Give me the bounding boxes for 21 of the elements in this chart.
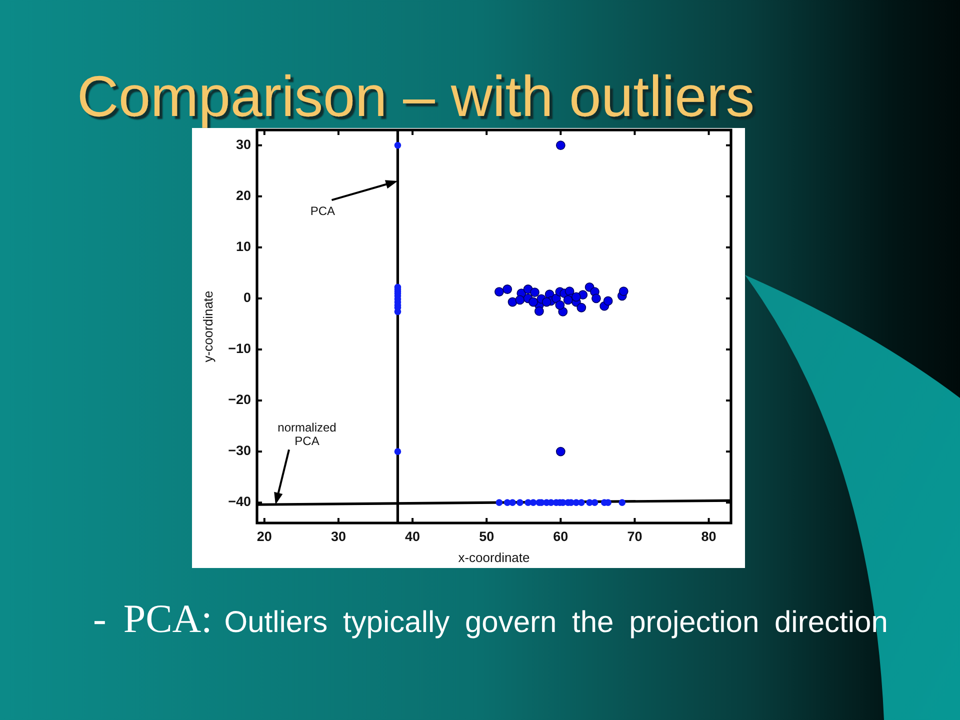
y-tick-label: 0 bbox=[243, 290, 251, 305]
chart-title: Comparison – with outliers bbox=[77, 65, 755, 129]
y-tick-label: −40 bbox=[228, 494, 251, 510]
x-tick-label: 30 bbox=[330, 529, 346, 544]
x-tick-label: 70 bbox=[627, 529, 642, 544]
y-tick-label: −10 bbox=[228, 341, 251, 356]
x-tick-label: 50 bbox=[479, 529, 494, 544]
annotation: normalized PCA bbox=[278, 420, 336, 448]
x-tick-label: 20 bbox=[256, 529, 272, 544]
y-tick-label: −20 bbox=[228, 392, 251, 408]
y-tick-label: −30 bbox=[228, 443, 251, 458]
y-tick-label: 10 bbox=[236, 238, 251, 254]
y-tick-label: 20 bbox=[236, 188, 251, 203]
x-tick-label: 60 bbox=[553, 529, 568, 544]
annotation: PCA bbox=[310, 204, 336, 218]
text: - PCA: Outliers typically govern the projection direction bbox=[93, 596, 888, 641]
x-axis-title: x-coordinate bbox=[458, 550, 530, 565]
x-tick-label: 80 bbox=[701, 529, 716, 544]
y-tick-label: 30 bbox=[236, 136, 251, 152]
y-axis-title: y-coordinate bbox=[200, 290, 216, 362]
x-tick-label: 40 bbox=[405, 529, 420, 544]
